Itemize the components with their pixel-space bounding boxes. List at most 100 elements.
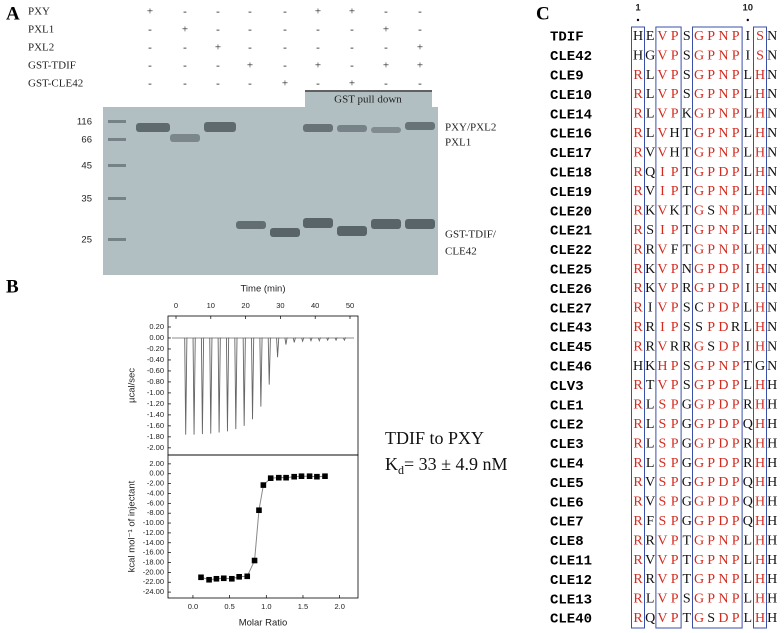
lane-sign: +: [349, 78, 355, 90]
y-tick-label: -0.80: [147, 377, 164, 386]
peptide-name: CLE8: [550, 534, 584, 550]
lane-sign: -: [216, 60, 220, 72]
peptide-name: CLE7: [550, 515, 584, 531]
peptide-name: CLE13: [550, 592, 592, 608]
peptide-name: CLE27: [550, 301, 592, 317]
peptide-name: CLE11: [550, 554, 592, 570]
conservation-box: [655, 26, 682, 629]
data-point: [236, 573, 242, 580]
data-point: [244, 573, 251, 580]
injection-peak: [226, 337, 230, 432]
kd-value: = 33 ± 4.9 nM: [404, 454, 508, 474]
annotation: TDIF to PXY: [385, 428, 484, 448]
row-label: GST-TDIF: [28, 60, 76, 72]
lane-sign: +: [315, 60, 321, 72]
kd-text: Kd= 33 ± 4.9 nM: [385, 454, 508, 477]
x-tick-label: 0.0: [188, 602, 198, 611]
kd-subscript: d: [398, 463, 404, 477]
y-tick-label: -0.60: [147, 366, 164, 375]
peptide-name: CLE40: [550, 612, 592, 628]
conservation-box: [753, 26, 767, 629]
y-tick-label: -4.00: [147, 488, 164, 497]
lane-sign: -: [148, 42, 152, 54]
y-tick-label: -10.00: [143, 518, 164, 527]
lane-sign: +: [182, 24, 188, 36]
data-point: [220, 575, 227, 582]
lane-sign: +: [215, 42, 221, 54]
injection-peak: [192, 337, 196, 435]
x-axis-title: Molar Ratio: [239, 618, 288, 629]
injection-peak: [234, 337, 238, 430]
lane-sign: +: [315, 6, 321, 18]
ladder-band: [108, 120, 126, 123]
peptide-name: CLE9: [550, 69, 584, 85]
gel-bands: [108, 120, 435, 241]
gel-band: [270, 228, 300, 237]
row-label: PXL2: [28, 42, 54, 54]
peptide-name: CLE14: [550, 107, 592, 123]
lane-sign: -: [316, 42, 320, 54]
injection-peak: [217, 337, 221, 433]
lane-sign: -: [418, 78, 422, 90]
data-point: [275, 474, 282, 481]
x-tick-label: 30: [276, 301, 284, 310]
lane-sign: +: [349, 6, 355, 18]
ruler-label: 1: [635, 3, 641, 14]
lane-sign: +: [247, 60, 253, 72]
lane-sign: -: [384, 6, 388, 18]
data-point: [314, 473, 320, 480]
lane-sign: -: [183, 6, 187, 18]
band-label: PXL1: [445, 137, 471, 149]
gel-header: [305, 92, 432, 107]
peptide-name: CLE1: [550, 398, 584, 414]
gel-band: [236, 221, 266, 229]
injection-peak: [276, 337, 280, 358]
y-tick-label: -14.00: [143, 538, 164, 547]
peptide-name: CLE45: [550, 340, 592, 356]
peptide-name: CLE10: [550, 88, 592, 104]
data-point: [298, 473, 305, 480]
lane-sign: -: [350, 24, 354, 36]
lane-sign: -: [418, 24, 422, 36]
gel-band: [303, 124, 333, 132]
lane-sign: +: [417, 42, 423, 54]
lane-sign: -: [183, 42, 187, 54]
y-tick-label: -1.40: [147, 410, 164, 419]
band-label: PXY/PXL2: [445, 122, 496, 134]
panel-label: C: [536, 3, 550, 24]
kd-symbol: K: [385, 454, 398, 474]
peptide-name: CLE3: [550, 437, 584, 453]
x-tick-label: 0.5: [224, 602, 234, 611]
row-label: PXL1: [28, 24, 54, 36]
peptide-name: CLE2: [550, 418, 584, 434]
peptide-name: CLE17: [550, 146, 592, 162]
lane-sign: -: [283, 42, 287, 54]
gel-band: [337, 226, 367, 236]
peptide-name: CLE20: [550, 204, 592, 220]
peptide-name: CLV3: [550, 379, 584, 395]
y-tick-label: -1.80: [147, 432, 164, 441]
peptide-name: CLE16: [550, 127, 592, 143]
row-label: GST-CLE42: [28, 78, 83, 90]
marker-label: 45: [81, 161, 92, 172]
peptide-name: CLE26: [550, 282, 592, 298]
y-tick-label: -2.00: [147, 479, 164, 488]
lane-sign: -: [248, 78, 252, 90]
y-tick-label: -22.00: [143, 577, 164, 586]
lane-sign: -: [248, 42, 252, 54]
data-point: [251, 557, 258, 564]
lane-sign: -: [283, 60, 287, 72]
